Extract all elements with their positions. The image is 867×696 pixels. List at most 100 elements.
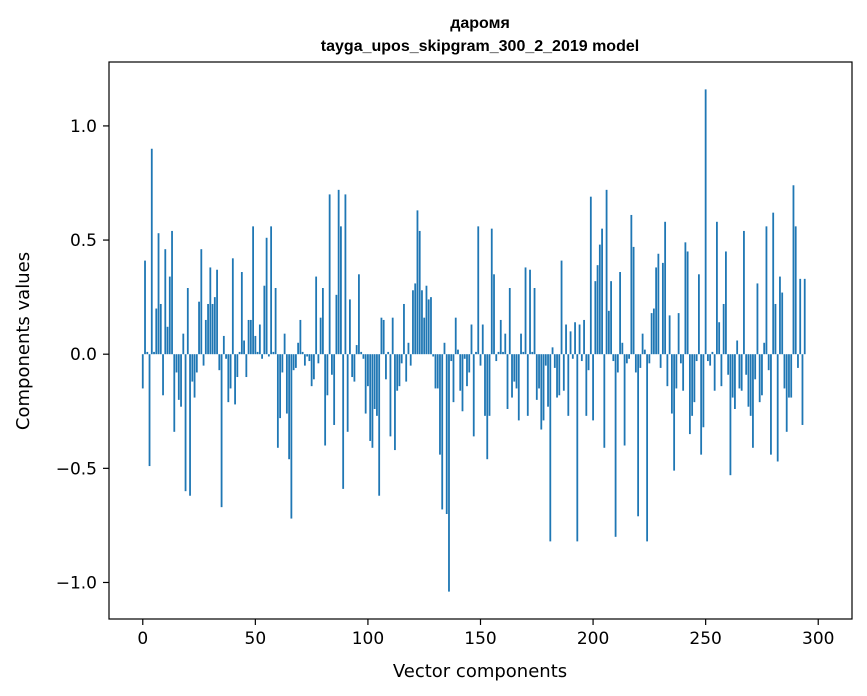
bar-210 — [614, 354, 617, 537]
bar-107 — [382, 319, 385, 355]
bar-148 — [475, 351, 477, 355]
bar-89 — [342, 354, 345, 489]
bar-65 — [288, 354, 291, 460]
bar-63 — [283, 333, 286, 355]
bar-19 — [184, 354, 187, 492]
bar-237 — [675, 354, 678, 389]
bar-272 — [754, 354, 757, 380]
bar-120 — [412, 290, 414, 355]
bar-28 — [204, 319, 207, 355]
bar-213 — [621, 342, 624, 355]
bar-171 — [526, 354, 529, 416]
bar-27 — [202, 354, 205, 366]
bar-174 — [533, 288, 536, 355]
bar-226 — [650, 313, 653, 355]
bar-167 — [517, 354, 520, 421]
x-tick-label: 100 — [352, 629, 384, 649]
bar-193 — [576, 354, 579, 542]
bar-247 — [698, 274, 700, 355]
y-axis-label: Components values — [13, 252, 34, 430]
x-axis-ticks: 0 50 100 150 200 250 300 — [137, 619, 834, 649]
bar-20 — [186, 288, 189, 355]
bar-233 — [666, 354, 669, 387]
bar-283 — [779, 276, 781, 355]
bar-123 — [418, 230, 421, 355]
bar-121 — [414, 283, 417, 355]
bar-230 — [659, 354, 662, 368]
bar-216 — [628, 354, 630, 359]
bar-222 — [641, 333, 644, 355]
bar-136 — [448, 354, 450, 592]
bar-111 — [391, 317, 394, 355]
bar-256 — [718, 322, 721, 355]
bar-235 — [670, 354, 673, 414]
bar-8 — [159, 303, 162, 355]
bar-98 — [362, 354, 365, 359]
bar-95 — [355, 345, 358, 355]
bar-155 — [490, 228, 493, 355]
bar-40 — [231, 258, 234, 355]
bar-274 — [758, 354, 761, 403]
bar-224 — [646, 354, 649, 542]
x-tick-label: 150 — [464, 629, 496, 649]
bar-109 — [387, 351, 390, 355]
bar-50 — [254, 335, 257, 355]
bar-64 — [285, 354, 288, 414]
chart-title: даромя — [450, 15, 510, 32]
bar-114 — [398, 354, 401, 387]
bar-101 — [369, 354, 372, 441]
bar-116 — [403, 303, 405, 355]
bar-164 — [511, 354, 513, 398]
bar-285 — [783, 354, 786, 389]
bar-0 — [141, 354, 144, 389]
bar-5 — [153, 351, 155, 355]
bar-31 — [211, 303, 214, 355]
bar-42 — [236, 354, 239, 378]
bar-88 — [340, 226, 342, 355]
bar-149 — [477, 226, 480, 355]
bar-103 — [373, 354, 376, 409]
bar-33 — [216, 269, 218, 355]
bar-200 — [592, 354, 594, 421]
y-tick-label: 1.0 — [70, 117, 97, 137]
bar-75 — [310, 354, 313, 387]
y-tick-label: 0.5 — [70, 231, 97, 251]
bar-77 — [315, 276, 318, 355]
bar-194 — [578, 324, 581, 355]
bar-196 — [583, 319, 585, 355]
bar-242 — [686, 251, 689, 355]
bar-266 — [740, 354, 743, 391]
bar-279 — [770, 354, 772, 455]
bar-34 — [218, 354, 221, 371]
bar-152 — [484, 354, 486, 416]
bar-4 — [150, 148, 153, 355]
x-axis-label: Vector components — [393, 661, 567, 682]
bar-35 — [220, 354, 223, 508]
bar-231 — [661, 262, 664, 355]
bar-264 — [736, 340, 739, 355]
bar-203 — [598, 244, 601, 355]
bar-44 — [240, 272, 243, 355]
bar-215 — [625, 354, 628, 364]
bar-100 — [367, 354, 369, 387]
bar-246 — [695, 354, 698, 362]
bar-51 — [256, 351, 259, 355]
bar-278 — [767, 354, 770, 371]
bar-12 — [168, 276, 171, 355]
bar-39 — [229, 354, 232, 389]
bar-140 — [457, 349, 459, 355]
bar-78 — [317, 354, 320, 364]
y-tick-label: 0.0 — [70, 345, 97, 365]
x-tick-label: 0 — [137, 629, 148, 649]
bar-168 — [520, 333, 522, 355]
bar-244 — [691, 354, 694, 416]
bar-187 — [562, 354, 565, 391]
bar-271 — [752, 354, 754, 448]
bar-130 — [434, 354, 437, 389]
bar-112 — [394, 354, 396, 451]
bar-29 — [207, 303, 209, 355]
y-tick-label: −1.0 — [56, 573, 97, 593]
bar-102 — [371, 354, 374, 448]
bar-287 — [788, 354, 790, 398]
